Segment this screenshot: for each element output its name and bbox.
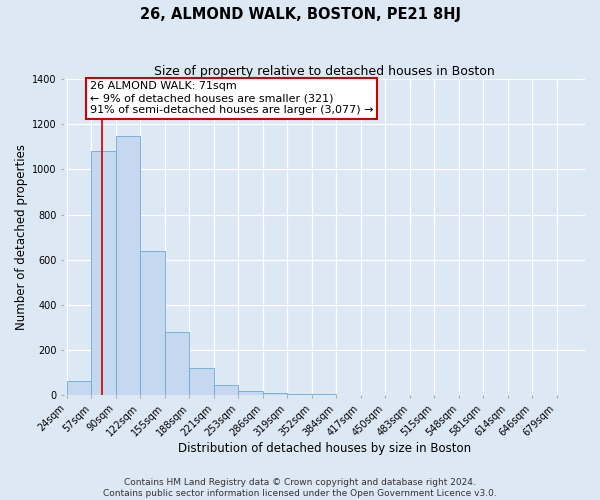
Bar (214, 384, 238, 396)
Bar (287, 394, 312, 396)
Bar (238, 391, 263, 396)
Bar (312, 394, 336, 396)
Text: 26, ALMOND WALK, BOSTON, PE21 8HJ: 26, ALMOND WALK, BOSTON, PE21 8HJ (139, 8, 461, 22)
Text: 26 ALMOND WALK: 71sqm
← 9% of detached houses are smaller (321)
91% of semi-deta: 26 ALMOND WALK: 71sqm ← 9% of detached h… (90, 82, 373, 114)
Bar (91, 152, 116, 396)
Bar (164, 332, 190, 396)
Y-axis label: Number of detached properties: Number of detached properties (15, 144, 28, 330)
X-axis label: Distribution of detached houses by size in Boston: Distribution of detached houses by size … (178, 442, 471, 455)
Bar (263, 393, 287, 396)
Text: Contains HM Land Registry data © Crown copyright and database right 2024.
Contai: Contains HM Land Registry data © Crown c… (103, 478, 497, 498)
Bar (140, 251, 164, 396)
Title: Size of property relative to detached houses in Boston: Size of property relative to detached ho… (154, 65, 495, 78)
Bar (116, 136, 140, 396)
Bar (67, 380, 91, 396)
Bar (190, 368, 214, 396)
